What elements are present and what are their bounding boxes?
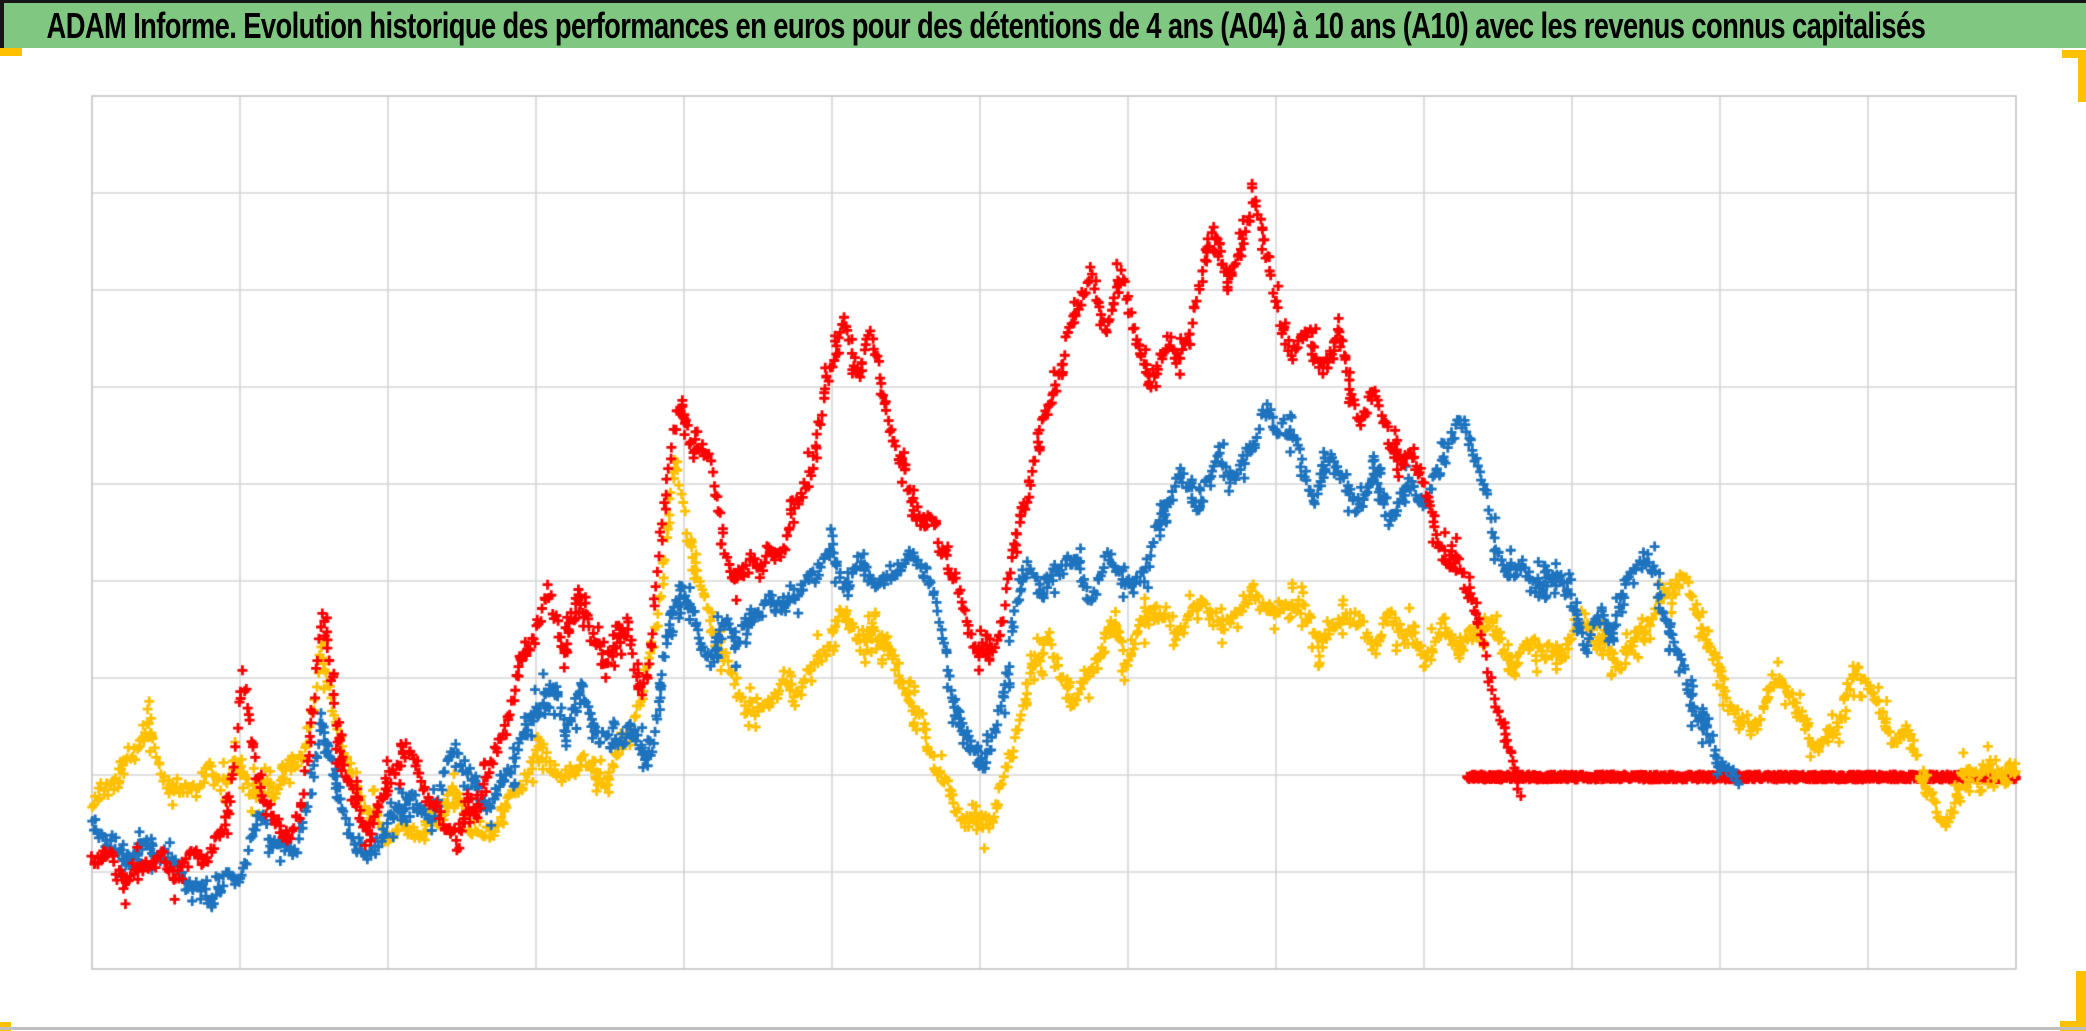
page: { "header": { "title": "ADAM Informe. Ev… bbox=[0, 0, 2086, 1031]
performance-scatter-chart bbox=[0, 0, 2086, 1031]
